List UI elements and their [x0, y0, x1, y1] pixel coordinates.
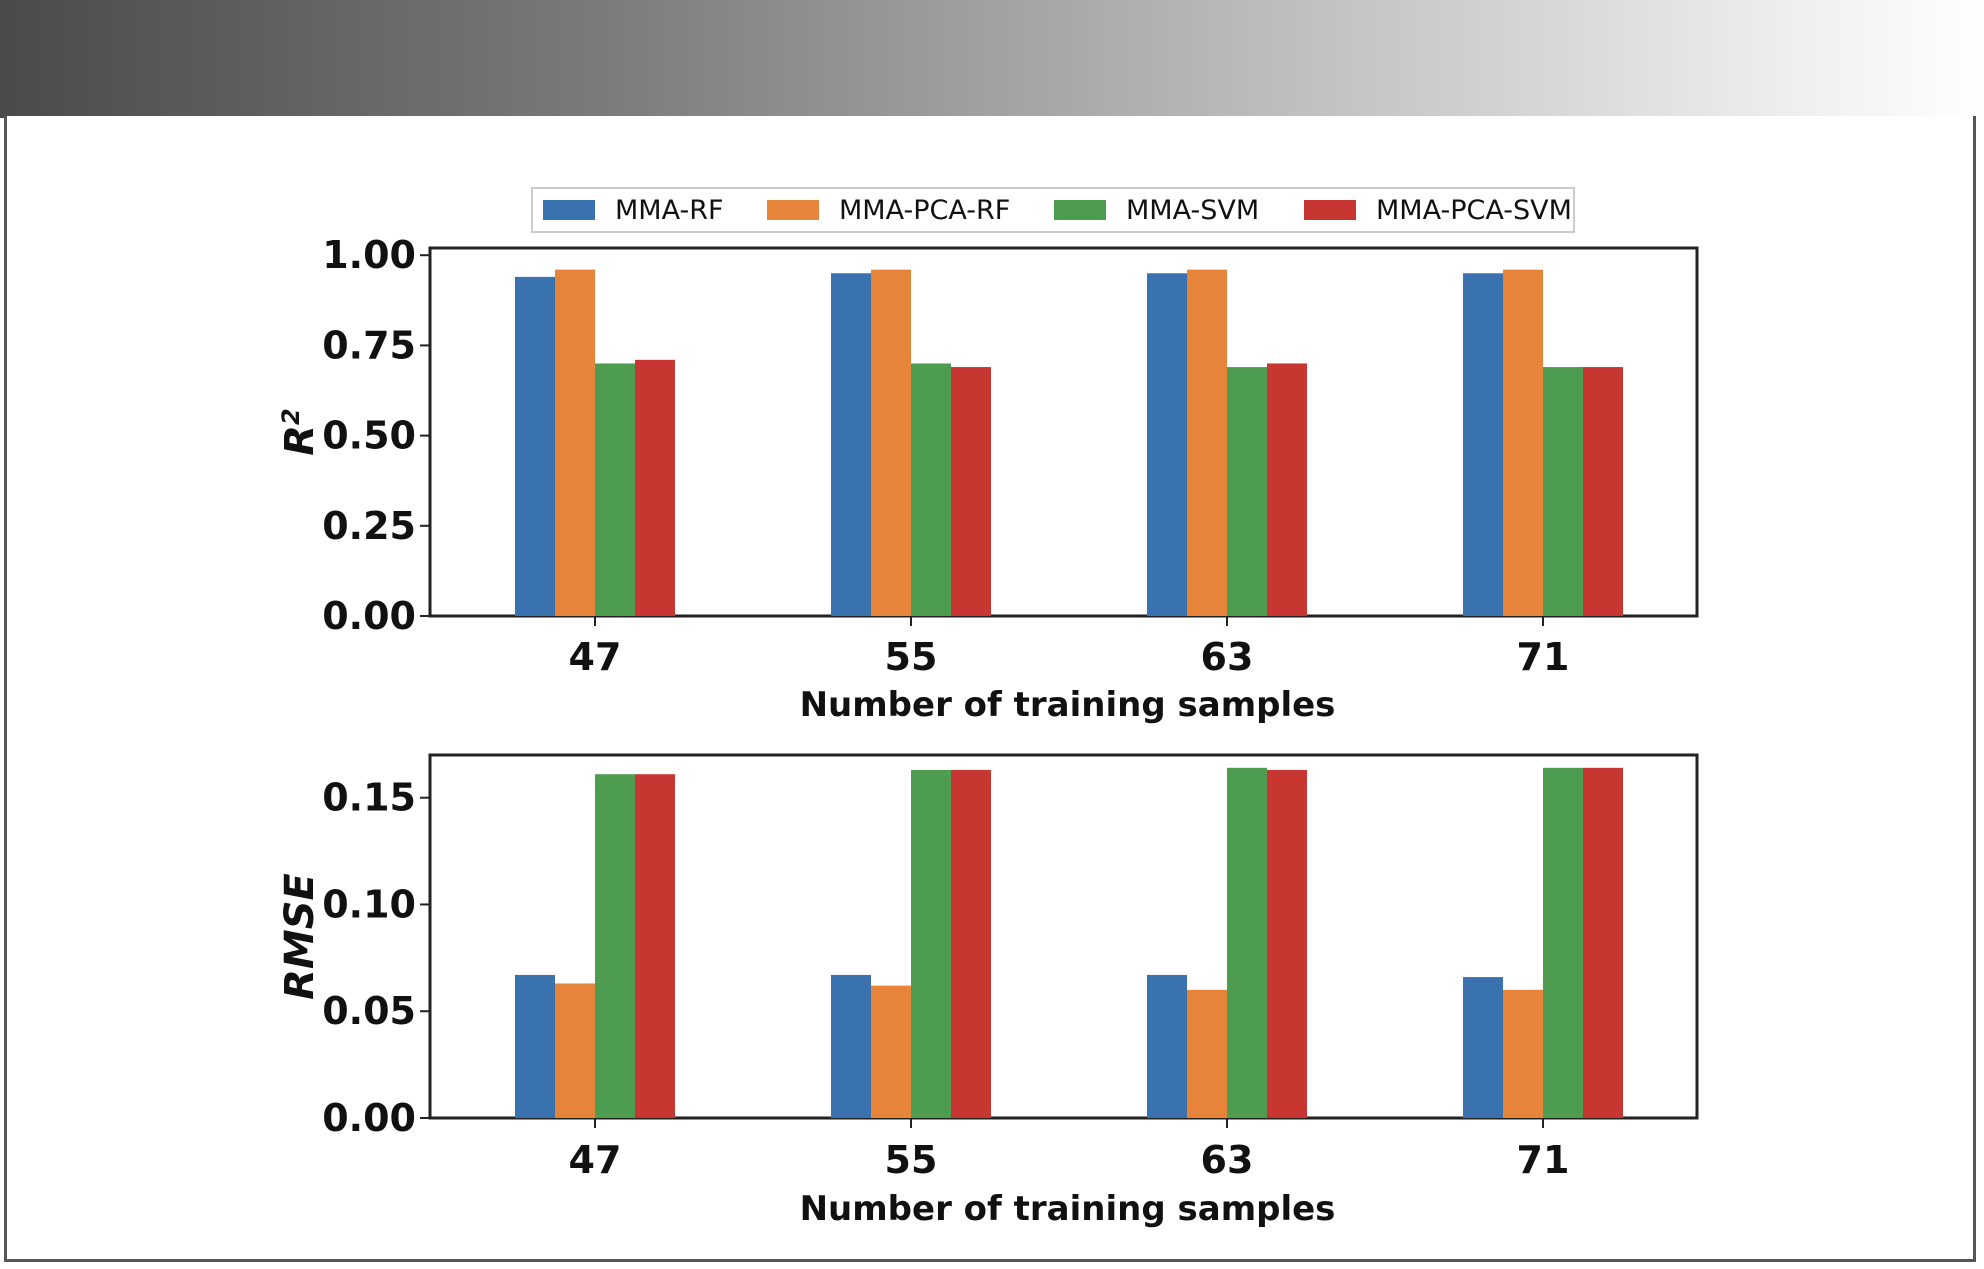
- bar-mma-rf-47: [515, 276, 555, 616]
- legend-label-mma-svm: MMA-SVM: [1126, 195, 1259, 226]
- x-tick-label: 71: [1517, 1138, 1570, 1182]
- x-tick-label: 47: [569, 1138, 622, 1182]
- x-tick-label: 47: [569, 635, 622, 679]
- rmse-plot-frame: [428, 753, 1699, 1120]
- legend-swatch-mma-rf: [543, 200, 595, 220]
- bar-mma-pca-rf-71: [1503, 269, 1543, 616]
- bar-mma-svm-47: [595, 363, 635, 616]
- r2-plot-frame: [428, 246, 1699, 618]
- bar-mma-rf-55: [831, 974, 871, 1118]
- rmse-x-axis-title: Number of training samples: [800, 1189, 1336, 1229]
- bar-mma-pca-svm-63: [1267, 363, 1307, 616]
- y-tick-label: 0.25: [322, 504, 416, 548]
- bar-mma-pca-rf-55: [871, 269, 911, 616]
- header-band: [0, 0, 1984, 118]
- y-tick-label: 0.00: [322, 594, 416, 638]
- bar-mma-pca-svm-47: [635, 774, 675, 1118]
- legend: MMA-RF MMA-PCA-RF MMA-SVM MMA-PCA-SVM: [531, 187, 1575, 233]
- y-tick-label: 1.00: [322, 233, 416, 277]
- bar-mma-pca-rf-55: [871, 985, 911, 1118]
- bar-mma-pca-svm-55: [951, 367, 991, 616]
- bar-mma-rf-71: [1463, 273, 1503, 616]
- bar-mma-rf-47: [515, 974, 555, 1118]
- bar-mma-pca-svm-47: [635, 359, 675, 616]
- legend-label-mma-rf: MMA-RF: [615, 195, 724, 226]
- rmse-panel: 0.00 0.05 0.10 0.15 47 55 63 71 RMSE Number of…: [277, 753, 1699, 1229]
- legend-swatch-mma-pca-svm: [1304, 200, 1356, 220]
- r2-axis-title: R2: [277, 408, 323, 456]
- x-tick-label: 55: [885, 1138, 938, 1182]
- bar-mma-pca-svm-71: [1583, 367, 1623, 616]
- bar-mma-svm-55: [911, 363, 951, 616]
- bar-mma-pca-svm-63: [1267, 769, 1307, 1118]
- legend-label-mma-pca-rf: MMA-PCA-RF: [839, 195, 1010, 226]
- legend-swatch-mma-svm: [1054, 200, 1106, 220]
- r2-x-axis-title: Number of training samples: [800, 685, 1336, 725]
- bar-mma-rf-63: [1147, 974, 1187, 1118]
- r2-axis-title-sup: 2: [277, 408, 305, 425]
- r2-axis-title-base: R: [277, 425, 323, 456]
- rmse-axis-title: RMSE: [277, 873, 323, 1000]
- x-tick-label: 63: [1201, 635, 1254, 679]
- bar-mma-svm-63: [1227, 767, 1267, 1118]
- bar-mma-svm-55: [911, 769, 951, 1118]
- y-tick-label: 0.75: [322, 323, 416, 367]
- bar-mma-pca-svm-55: [951, 769, 991, 1118]
- x-tick-label: 55: [885, 635, 938, 679]
- bar-mma-svm-71: [1543, 767, 1583, 1118]
- bar-mma-pca-rf-47: [555, 269, 595, 616]
- y-tick-label: 0.00: [322, 1096, 416, 1140]
- y-tick-label: 0.10: [322, 882, 416, 926]
- bar-mma-pca-rf-63: [1187, 989, 1227, 1118]
- bar-mma-pca-svm-71: [1583, 767, 1623, 1118]
- y-tick-label: 0.05: [322, 989, 416, 1033]
- bar-mma-svm-63: [1227, 367, 1267, 616]
- legend-swatch-mma-pca-rf: [767, 200, 819, 220]
- legend-box: [531, 187, 1575, 233]
- bar-mma-rf-71: [1463, 977, 1503, 1118]
- x-tick-label: 63: [1201, 1138, 1254, 1182]
- y-tick-label: 0.15: [322, 776, 416, 820]
- x-tick-label: 71: [1517, 635, 1570, 679]
- bar-mma-svm-47: [595, 774, 635, 1118]
- legend-label-mma-pca-svm: MMA-PCA-SVM: [1376, 195, 1572, 226]
- bar-mma-pca-rf-71: [1503, 989, 1543, 1118]
- bar-mma-rf-63: [1147, 273, 1187, 616]
- r2-panel: 0.00 0.25 0.50 0.75 1.00 47 55 63 71 R2 Number …: [277, 233, 1699, 725]
- y-tick-label: 0.50: [322, 414, 416, 458]
- bar-mma-pca-rf-47: [555, 983, 595, 1118]
- bar-mma-svm-71: [1543, 367, 1583, 616]
- bar-mma-pca-rf-63: [1187, 269, 1227, 616]
- bar-mma-rf-55: [831, 273, 871, 616]
